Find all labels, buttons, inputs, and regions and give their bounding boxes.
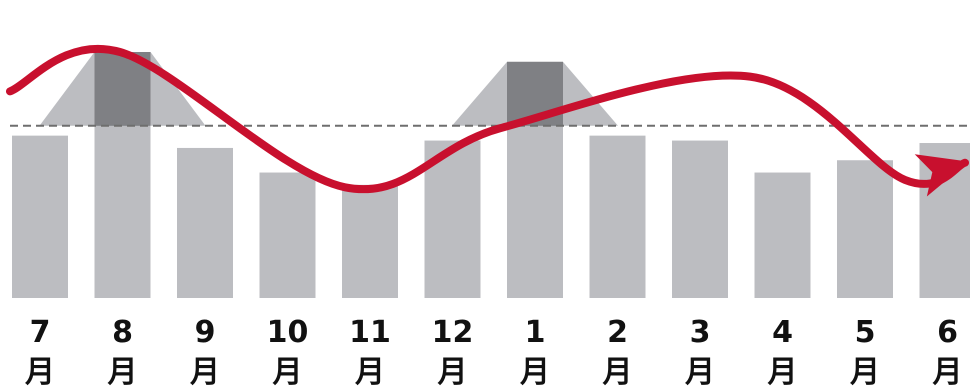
bar	[342, 184, 398, 298]
trend-arrowhead	[914, 154, 969, 197]
bar	[837, 160, 893, 298]
x-tick-unit: 月	[850, 355, 880, 388]
bar	[589, 135, 646, 298]
bar	[12, 135, 68, 298]
x-tick-number: 7	[30, 315, 51, 350]
bar	[754, 172, 811, 298]
bar	[672, 140, 728, 298]
x-tick-number: 5	[855, 315, 876, 350]
x-tick-unit: 月	[768, 355, 798, 388]
bar	[424, 140, 481, 298]
x-tick-unit: 月	[273, 355, 303, 388]
bar-group	[12, 52, 970, 299]
x-tick-number: 10	[267, 315, 309, 350]
x-tick-number: 12	[432, 315, 474, 350]
x-tick-number: 8	[112, 315, 133, 350]
bar	[259, 172, 316, 298]
x-tick-number: 2	[607, 315, 628, 350]
x-tick-unit: 月	[190, 355, 220, 388]
x-tick-number: 3	[690, 315, 711, 350]
x-tick-unit: 月	[933, 355, 963, 388]
x-tick-unit: 月	[25, 355, 55, 388]
x-tick-number: 9	[195, 315, 216, 350]
bar	[177, 147, 233, 298]
x-tick-unit: 月	[520, 355, 550, 388]
x-tick-unit: 月	[108, 355, 138, 388]
x-axis-labels: 7 月 8 月 9 月 10 月 11 月 12 月 1 月 2 月 3 月 4 月 5 月 6 月	[25, 315, 963, 388]
x-tick-number: 1	[525, 315, 546, 350]
x-tick-unit: 月	[603, 355, 633, 388]
x-tick-unit: 月	[438, 355, 468, 388]
x-tick-number: 6	[937, 315, 958, 350]
x-tick-unit: 月	[685, 355, 715, 388]
x-tick-number: 11	[349, 315, 391, 350]
x-tick-unit: 月	[355, 355, 385, 388]
x-tick-number: 4	[772, 315, 793, 350]
trend-wave-arrow	[6, 44, 969, 194]
